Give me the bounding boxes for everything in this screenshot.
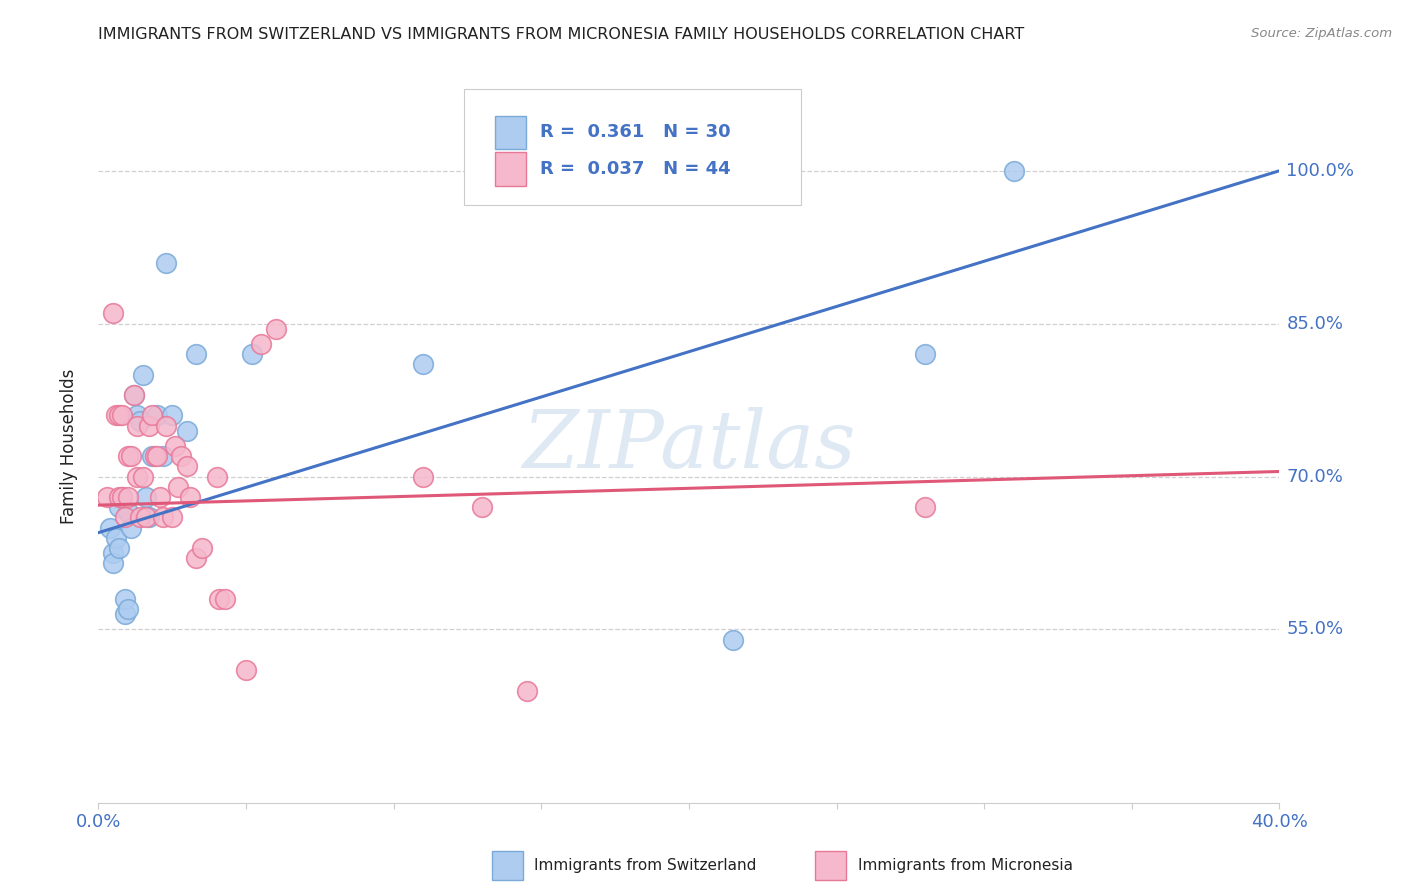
- Point: [914, 500, 936, 515]
- Point: [184, 551, 207, 566]
- Point: [114, 607, 136, 622]
- Text: Immigrants from Micronesia: Immigrants from Micronesia: [858, 858, 1073, 872]
- Point: [184, 347, 207, 361]
- Point: [125, 469, 148, 483]
- Point: [165, 439, 187, 453]
- Point: [143, 449, 166, 463]
- Point: [103, 546, 125, 560]
- Point: [471, 500, 494, 515]
- Point: [146, 449, 169, 463]
- Point: [162, 510, 183, 524]
- Point: [96, 490, 118, 504]
- Point: [105, 409, 128, 423]
- Point: [128, 510, 150, 524]
- Point: [120, 520, 142, 534]
- Text: 100.0%: 100.0%: [1286, 161, 1354, 180]
- Text: 85.0%: 85.0%: [1286, 315, 1344, 333]
- Point: [214, 591, 236, 606]
- Point: [103, 306, 125, 320]
- Point: [108, 490, 131, 504]
- Text: Source: ZipAtlas.com: Source: ZipAtlas.com: [1251, 27, 1392, 40]
- Text: R =  0.361   N = 30: R = 0.361 N = 30: [540, 123, 731, 142]
- Point: [240, 347, 263, 361]
- Point: [235, 663, 257, 677]
- Point: [205, 469, 228, 483]
- Point: [191, 541, 214, 555]
- Point: [155, 255, 177, 269]
- Point: [1002, 163, 1025, 178]
- Point: [208, 591, 231, 606]
- Point: [152, 449, 174, 463]
- Point: [108, 409, 131, 423]
- Point: [103, 556, 125, 570]
- Point: [117, 602, 139, 616]
- Text: R =  0.037   N = 44: R = 0.037 N = 44: [540, 160, 731, 178]
- Point: [135, 510, 157, 524]
- Point: [141, 409, 163, 423]
- Point: [515, 683, 537, 698]
- Point: [111, 409, 134, 423]
- Point: [176, 424, 198, 438]
- Text: 70.0%: 70.0%: [1286, 467, 1343, 485]
- Point: [114, 591, 136, 606]
- Text: 55.0%: 55.0%: [1286, 621, 1344, 639]
- Y-axis label: Family Households: Family Households: [59, 368, 77, 524]
- Point: [117, 490, 139, 504]
- Point: [117, 505, 139, 519]
- Point: [128, 413, 150, 427]
- Point: [721, 632, 744, 647]
- Point: [138, 418, 160, 433]
- Point: [250, 337, 273, 351]
- Point: [141, 449, 163, 463]
- Point: [412, 469, 434, 483]
- Text: IMMIGRANTS FROM SWITZERLAND VS IMMIGRANTS FROM MICRONESIA FAMILY HOUSEHOLDS CORR: IMMIGRANTS FROM SWITZERLAND VS IMMIGRANT…: [98, 27, 1025, 42]
- Point: [105, 531, 128, 545]
- Point: [914, 347, 936, 361]
- Point: [117, 449, 139, 463]
- Point: [135, 490, 157, 504]
- Point: [122, 388, 145, 402]
- Point: [155, 418, 177, 433]
- Point: [138, 510, 160, 524]
- Point: [98, 520, 121, 534]
- Point: [111, 490, 134, 504]
- Text: Immigrants from Switzerland: Immigrants from Switzerland: [534, 858, 756, 872]
- Point: [125, 409, 148, 423]
- Text: ZIPatlas: ZIPatlas: [522, 408, 856, 484]
- Point: [179, 490, 201, 504]
- Point: [149, 490, 172, 504]
- Point: [114, 510, 136, 524]
- Point: [152, 510, 174, 524]
- Point: [176, 459, 198, 474]
- Point: [120, 449, 142, 463]
- Point: [122, 388, 145, 402]
- Point: [146, 409, 169, 423]
- Point: [132, 368, 155, 382]
- Point: [412, 358, 434, 372]
- Point: [125, 418, 148, 433]
- Point: [108, 500, 131, 515]
- Point: [108, 541, 131, 555]
- Point: [162, 409, 183, 423]
- Point: [132, 469, 155, 483]
- Point: [111, 490, 134, 504]
- Point: [167, 480, 190, 494]
- Point: [170, 449, 193, 463]
- Point: [264, 322, 287, 336]
